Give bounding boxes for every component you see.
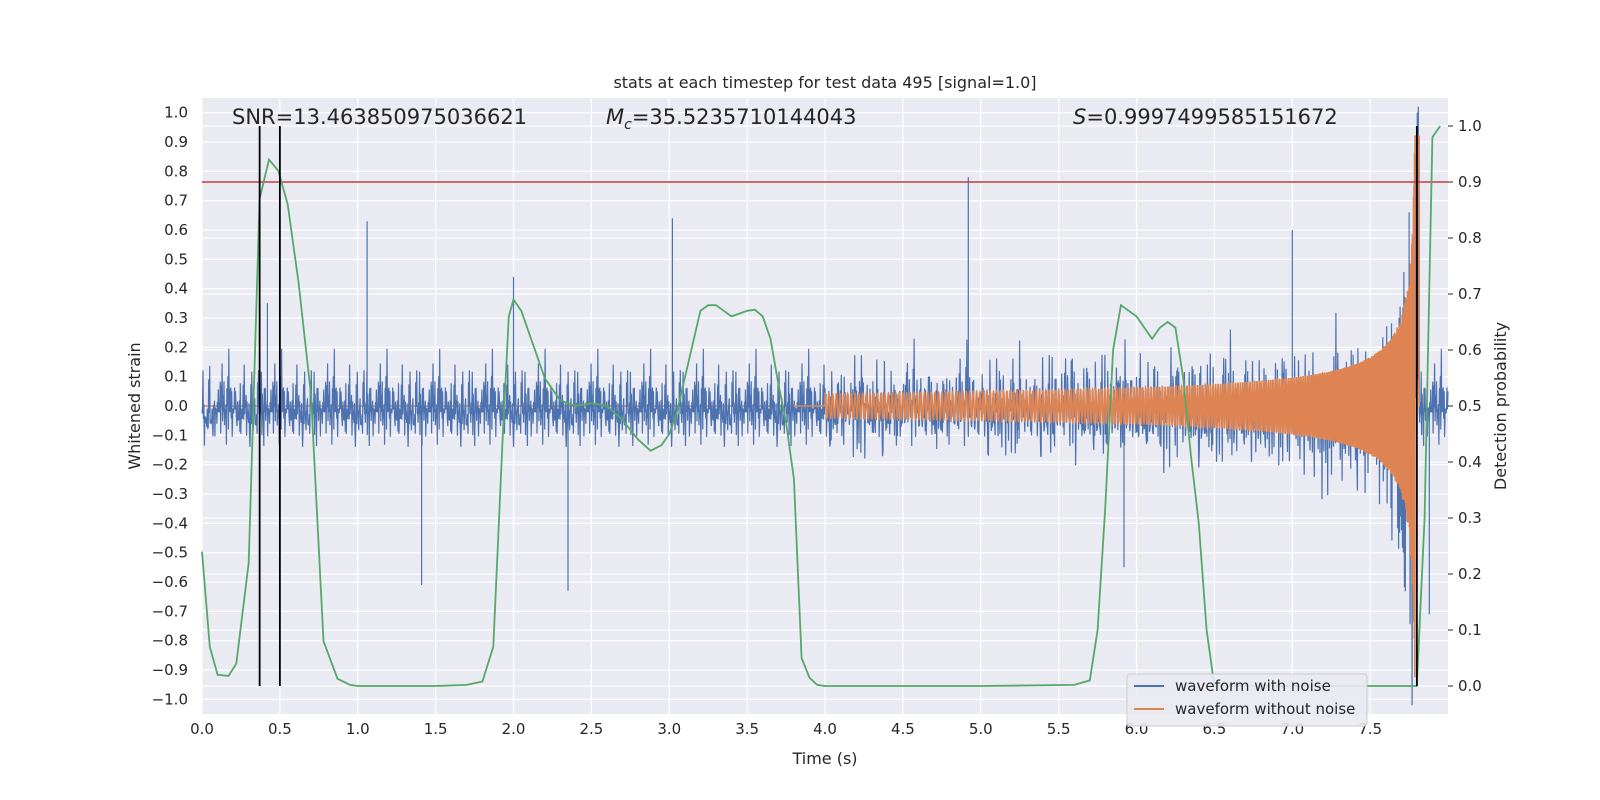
x-tick-label: 5.0 bbox=[969, 720, 993, 738]
snr-annotation: SNR=13.463850975036621 bbox=[232, 105, 527, 129]
y-left-tick-label: 0.2 bbox=[164, 338, 188, 356]
x-tick-label: 3.5 bbox=[735, 720, 759, 738]
y-right-tick-label: 0.1 bbox=[1458, 621, 1482, 639]
y-left-tick-label: 0.0 bbox=[164, 397, 188, 415]
chart-title: stats at each timestep for test data 495… bbox=[613, 73, 1036, 92]
y-left-tick-label: −0.2 bbox=[152, 456, 188, 474]
legend-box bbox=[1126, 673, 1368, 727]
y-right-tick-label: 0.0 bbox=[1458, 677, 1482, 695]
chirp-mass-value: =35.5235710144043 bbox=[632, 105, 857, 129]
y-left-tick-label: −0.9 bbox=[152, 661, 188, 679]
y-left-tick-label: 0.6 bbox=[164, 221, 188, 239]
series-layer bbox=[201, 106, 1449, 706]
x-tick-label: 1.0 bbox=[346, 720, 370, 738]
y-right-tick-label: 0.5 bbox=[1458, 397, 1482, 415]
y-left-tick-label: 0.7 bbox=[164, 192, 188, 210]
y-axis-label-left: Whitened strain bbox=[125, 342, 144, 469]
x-tick-label: 4.0 bbox=[813, 720, 837, 738]
x-tick-label: 2.5 bbox=[579, 720, 603, 738]
y-left-tick-label: 0.4 bbox=[164, 280, 188, 298]
marker-layer bbox=[258, 126, 1418, 686]
legend: waveform with noise waveform without noi… bbox=[1126, 673, 1368, 727]
y-axis-label-right: Detection probability bbox=[1491, 322, 1510, 490]
chirp-mass-symbol: M bbox=[606, 105, 624, 129]
legend-label-clean: waveform without noise bbox=[1175, 700, 1355, 718]
legend-label-noisy: waveform with noise bbox=[1175, 677, 1331, 695]
x-tick-label: 0.0 bbox=[190, 720, 214, 738]
clean-waveform-line bbox=[793, 135, 1420, 678]
x-tick-label: 4.5 bbox=[891, 720, 915, 738]
y-left-tick-label: 0.8 bbox=[164, 162, 188, 180]
detection-probability-line bbox=[201, 125, 1441, 687]
y-left-tick-label: 0.3 bbox=[164, 309, 188, 327]
y-right-tick-label: 0.2 bbox=[1458, 565, 1482, 583]
chirp-mass-annotation: Mc=35.5235710144043 bbox=[606, 105, 857, 133]
x-axis-label: Time (s) bbox=[791, 749, 857, 768]
score-value: =0.9997499585151672 bbox=[1086, 105, 1337, 129]
score-annotation: S=0.9997499585151672 bbox=[1073, 105, 1338, 129]
x-tick-label: 2.0 bbox=[502, 720, 526, 738]
score-symbol: S bbox=[1073, 105, 1086, 129]
x-tick-label: 1.5 bbox=[424, 720, 448, 738]
y-left-tick-label: −1.0 bbox=[152, 690, 188, 708]
y-left-tick-label: −0.3 bbox=[152, 485, 188, 503]
y-left-tick-label: −0.6 bbox=[152, 573, 188, 591]
y-left-tick-label: 0.9 bbox=[164, 133, 188, 151]
x-tick-label: 5.5 bbox=[1047, 720, 1071, 738]
y-left-tick-label: 1.0 bbox=[164, 104, 188, 122]
y-right-tick-label: 0.6 bbox=[1458, 341, 1482, 359]
y-left-tick-label: −0.7 bbox=[152, 602, 188, 620]
y-left-tick-label: −0.8 bbox=[152, 632, 188, 650]
chirp-mass-subscript: c bbox=[624, 117, 632, 133]
y-left-tick-label: 0.1 bbox=[164, 368, 188, 386]
y-right-tick-label: 1.0 bbox=[1458, 117, 1482, 135]
x-tick-label: 3.0 bbox=[657, 720, 681, 738]
y-left-tick-label: −0.1 bbox=[152, 426, 188, 444]
y-left-tick-label: 0.5 bbox=[164, 250, 188, 268]
y-left-tick-label: −0.4 bbox=[152, 514, 188, 532]
y-right-tick-label: 0.4 bbox=[1458, 453, 1482, 471]
y-right-tick-label: 0.7 bbox=[1458, 285, 1482, 303]
y-right-tick-label: 0.8 bbox=[1458, 229, 1482, 247]
y-right-tick-label: 0.9 bbox=[1458, 173, 1482, 191]
y-right-tick-label: 0.3 bbox=[1458, 509, 1482, 527]
x-tick-label: 0.5 bbox=[268, 720, 292, 738]
y-left-tick-label: −0.5 bbox=[152, 544, 188, 562]
